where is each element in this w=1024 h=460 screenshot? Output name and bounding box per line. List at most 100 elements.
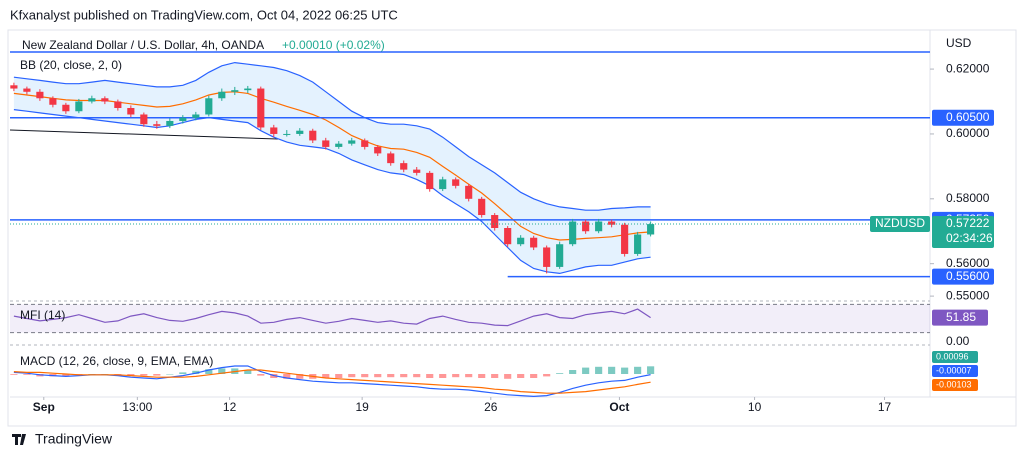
candle-body	[101, 98, 109, 102]
macd-line	[13, 365, 651, 398]
macd-value: -0.00007	[936, 365, 972, 375]
macd-histogram-bar	[218, 368, 226, 374]
candle-body	[309, 130, 317, 141]
macd-histogram-bar	[322, 374, 330, 378]
macd-histogram-bar	[283, 374, 291, 379]
candle-body	[452, 179, 460, 186]
macd-histogram-bar	[127, 374, 135, 376]
macd-histogram-bar	[257, 374, 265, 376]
candle-body	[478, 198, 486, 216]
macd-histogram-bar	[491, 374, 499, 378]
macd-value-box	[932, 379, 978, 391]
candle-body	[205, 98, 213, 115]
x-tick-label: Oct	[609, 400, 629, 414]
x-tick-label: 10	[748, 400, 762, 414]
macd-histogram-bar	[556, 373, 564, 374]
macd-value-box	[932, 351, 978, 363]
candle-body	[140, 114, 148, 125]
x-tick-label: 12	[223, 400, 237, 414]
macd-histogram-bar	[595, 366, 603, 374]
candle-body	[231, 90, 239, 92]
level-label: 0.60500	[946, 110, 990, 124]
currency: USD	[946, 36, 972, 50]
candle-body	[556, 244, 564, 267]
x-tick-label: Sep	[33, 400, 55, 414]
last-price-box	[932, 216, 994, 249]
macd-histogram-bar	[179, 372, 187, 374]
candle-body	[75, 101, 83, 112]
candle-body	[36, 91, 44, 99]
macd-line	[13, 369, 651, 394]
candle-body	[517, 237, 525, 245]
macd-histogram-bar	[10, 374, 18, 375]
candle-body	[582, 221, 590, 232]
bb-upper	[13, 61, 651, 211]
candle-body	[192, 114, 200, 118]
macd-histogram-bar	[608, 366, 616, 374]
macd-histogram-bar	[569, 370, 577, 374]
candle-body	[387, 153, 395, 164]
level-label-box	[932, 109, 994, 126]
candle-body	[647, 224, 655, 235]
x-tick-label: 26	[484, 400, 498, 414]
candle-body	[49, 98, 57, 105]
y-tick-label: 0.60000	[946, 126, 990, 140]
macd-histogram-bar	[335, 374, 343, 378]
candle-body	[634, 234, 642, 254]
candle-body	[88, 98, 96, 102]
candle-body	[504, 228, 512, 245]
trend-line	[9, 129, 279, 140]
candle-body	[114, 101, 122, 108]
x-tick-label: 17	[878, 400, 892, 414]
x-tick-label: 13:00	[122, 400, 152, 414]
macd-histogram-bar	[205, 369, 213, 374]
logo-text: TradingView	[35, 431, 113, 447]
y-tick-label: 0.58000	[946, 191, 990, 205]
symbol-box	[870, 216, 930, 233]
candle-body	[530, 237, 538, 248]
x-tick-label: 19	[355, 400, 369, 414]
macd-histogram-bar	[426, 374, 434, 378]
candle-body	[400, 163, 408, 170]
last-price: 0.57222	[946, 216, 990, 230]
bb-lower	[13, 109, 651, 275]
macd-value: 0.00096	[936, 351, 969, 361]
macd-histogram-bar	[23, 374, 31, 375]
macd-histogram-bar	[582, 367, 590, 374]
macd-histogram-bar	[374, 374, 382, 378]
candle-body	[335, 143, 343, 147]
macd-histogram-bar	[439, 374, 447, 378]
logo: TradingView	[12, 431, 113, 447]
macd-histogram-bar	[348, 374, 356, 378]
candle-body	[270, 127, 278, 134]
macd-histogram-bar	[192, 370, 200, 374]
macd-histogram-bar	[153, 374, 161, 376]
macd-histogram-bar	[478, 374, 486, 378]
macd-histogram-bar	[634, 366, 642, 374]
macd-histogram-bar	[465, 374, 473, 378]
candle-body	[374, 146, 382, 154]
candle-body	[595, 221, 603, 232]
candle-body	[413, 169, 421, 173]
candle-body	[23, 88, 31, 92]
mfi-line	[13, 308, 651, 327]
macd-histogram-bar	[361, 374, 369, 378]
candle-body	[10, 85, 18, 89]
macd-histogram-bar	[166, 374, 174, 375]
macd-histogram-bar	[517, 374, 525, 378]
frame	[7, 29, 1017, 427]
macd-histogram-bar	[296, 374, 304, 379]
macd-histogram-bar	[400, 374, 408, 378]
candle-body	[218, 91, 226, 99]
candle-body	[62, 104, 70, 112]
candle-body	[608, 221, 616, 225]
candle-body	[153, 124, 161, 126]
level-label-box	[932, 268, 994, 285]
macd-histogram-bar	[530, 374, 538, 378]
candle-body	[543, 247, 551, 267]
bb-label: BB (20, close, 2, 0)	[20, 58, 122, 72]
macd-label: MACD (12, 26, close, 9, EMA, EMA)	[20, 354, 213, 368]
macd-histogram-bar	[140, 374, 148, 376]
macd-value-box	[932, 365, 978, 377]
level-label: 0.55600	[946, 269, 990, 283]
